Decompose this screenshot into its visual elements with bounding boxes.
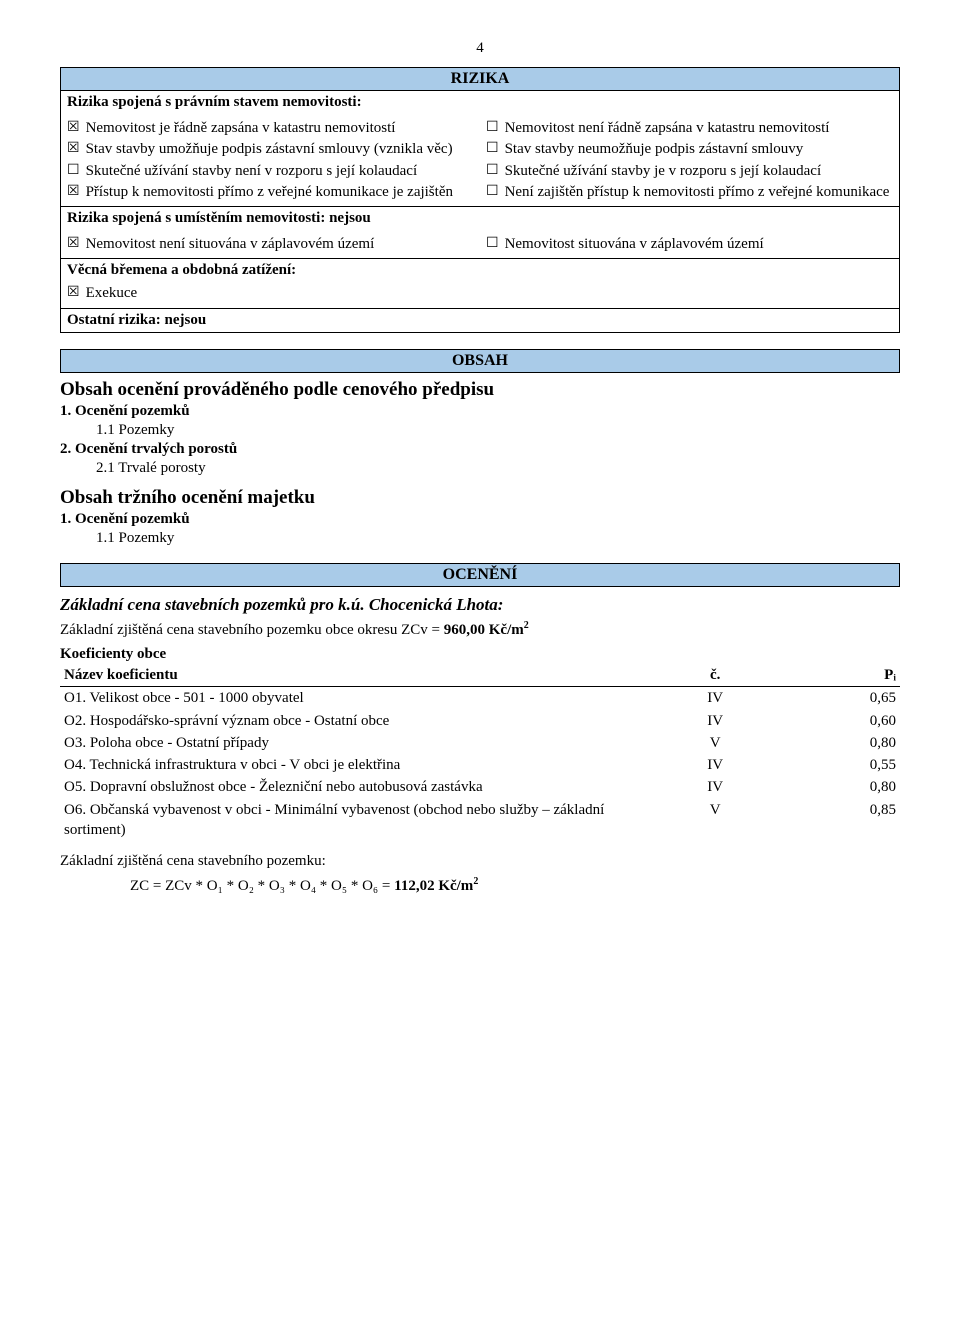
zcv-text-a: Základní zjištěná cena stavebního pozemk… <box>60 622 444 638</box>
check-item: ☐ Skutečné užívání stavby je v rozporu s… <box>486 161 893 181</box>
checkbox-empty-icon: ☐ <box>486 182 499 201</box>
page-number: 4 <box>60 40 900 57</box>
cell-p: 0,65 <box>766 687 900 710</box>
cell-p: 0,80 <box>766 776 900 798</box>
table-row: O1. Velikost obce - 501 - 1000 obyvatel … <box>60 687 900 710</box>
obsah-l3: 1. Ocenění pozemků <box>60 511 900 528</box>
obsah-l2-1: 2.1 Trvalé porosty <box>60 460 900 477</box>
cell-name: O1. Velikost obce - 501 - 1000 obyvatel <box>60 687 665 710</box>
check-label: Nemovitost není řádně zapsána v katastru… <box>505 118 830 138</box>
cell-name: O4. Technická infrastruktura v obci - V … <box>60 754 665 776</box>
check-label: Nemovitost není situována v záplavovém ú… <box>86 234 375 254</box>
check-item: ☐ Skutečné užívání stavby není v rozporu… <box>67 161 474 181</box>
cell-c: V <box>665 799 766 842</box>
obsah-title1: Obsah ocenění prováděného podle cenového… <box>60 379 900 401</box>
check-label: Exekuce <box>86 283 138 303</box>
cell-c: IV <box>665 710 766 732</box>
cell-c: IV <box>665 776 766 798</box>
rizika-left-col: ☒ Nemovitost je řádně zapsána v katastru… <box>61 114 480 206</box>
rizika-section1-title: Rizika spojená s právním stavem nemovito… <box>61 91 899 114</box>
check-item: ☐ Nemovitost není řádně zapsána v katast… <box>486 118 893 138</box>
obsah-l1: 1. Ocenění pozemků <box>60 403 900 420</box>
rizika-right-col: ☐ Nemovitost není řádně zapsána v katast… <box>480 114 899 206</box>
check-item: ☐ Není zajištěn přístup k nemovitosti př… <box>486 182 893 202</box>
final-formula: ZC = ZCv * O₁ * O₂ * O₃ * O₄ * O₅ * O₆ =… <box>60 875 900 896</box>
obsah-l1-1: 1.1 Pozemky <box>60 422 900 439</box>
check-item: ☒ Nemovitost není situována v záplavovém… <box>67 234 474 254</box>
rizika-section1-cols: ☒ Nemovitost je řádně zapsána v katastru… <box>61 114 899 206</box>
checkbox-empty-icon: ☐ <box>486 118 499 137</box>
cell-name: O3. Poloha obce - Ostatní případy <box>60 732 665 754</box>
rizika-section2-title: Rizika spojená s umístěním nemovitosti: … <box>61 206 899 230</box>
check-label: Stav stavby umožňuje podpis zástavní sml… <box>86 139 453 159</box>
check-label: Skutečné užívání stavby není v rozporu s… <box>86 161 418 181</box>
table-row: O5. Dopravní obslužnost obce - Železničn… <box>60 776 900 798</box>
final-label: Základní zjištěná cena stavebního pozemk… <box>60 851 900 871</box>
checkbox-empty-icon: ☐ <box>486 139 499 158</box>
check-item: ☒ Stav stavby umožňuje podpis zástavní s… <box>67 139 474 159</box>
sup-2: 2 <box>524 620 529 631</box>
obsah-header: OBSAH <box>60 349 900 373</box>
table-row: O3. Poloha obce - Ostatní případy V 0,80 <box>60 732 900 754</box>
checkbox-crossed-icon: ☒ <box>67 234 80 253</box>
cell-c: V <box>665 732 766 754</box>
coefficient-table: Název koeficientu č. Pᵢ O1. Velikost obc… <box>60 664 900 841</box>
rizika-s2-left: ☒ Nemovitost není situována v záplavovém… <box>61 230 480 258</box>
sup-2: 2 <box>473 876 478 887</box>
checkbox-crossed-icon: ☒ <box>67 182 80 201</box>
rizika-s2-right: ☐ Nemovitost situována v záplavovém územ… <box>480 230 899 258</box>
check-label: Přístup k nemovitosti přímo z veřejné ko… <box>86 182 453 202</box>
oceneni-section: OCENĚNÍ Základní cena stavebních pozemků… <box>60 563 900 897</box>
rizika-box: RIZIKA Rizika spojená s právním stavem n… <box>60 67 900 333</box>
cell-p: 0,60 <box>766 710 900 732</box>
checkbox-crossed-icon: ☒ <box>67 283 80 302</box>
koef-title: Koeficienty obce <box>60 644 900 664</box>
check-label: Nemovitost situována v záplavovém území <box>505 234 764 254</box>
zcv-text-b: 960,00 Kč/m <box>444 622 524 638</box>
obsah-l3-1: 1.1 Pozemky <box>60 530 900 547</box>
cell-p: 0,55 <box>766 754 900 776</box>
oceneni-italic-title: Základní cena stavebních pozemků pro k.ú… <box>60 595 900 615</box>
rizika-section3: Věcná břemena a obdobná zatížení: ☒ Exek… <box>61 258 899 307</box>
check-item: ☒ Přístup k nemovitosti přímo z veřejné … <box>67 182 474 202</box>
check-label: Skutečné užívání stavby je v rozporu s j… <box>505 161 822 181</box>
cell-p: 0,85 <box>766 799 900 842</box>
col-c: č. <box>665 664 766 687</box>
checkbox-empty-icon: ☐ <box>67 161 80 180</box>
check-item: ☐ Stav stavby neumožňuje podpis zástavní… <box>486 139 893 159</box>
formula-b: 112,02 Kč/m <box>394 878 473 894</box>
table-row: O6. Občanská vybavenost v obci - Minimál… <box>60 799 900 842</box>
cell-name: O2. Hospodářsko-správní význam obce - Os… <box>60 710 665 732</box>
rizika-section3-title: Věcná břemena a obdobná zatížení: <box>61 259 899 282</box>
check-item: ☒ Nemovitost je řádně zapsána v katastru… <box>67 118 474 138</box>
table-row: O4. Technická infrastruktura v obci - V … <box>60 754 900 776</box>
table-row: O2. Hospodářsko-správní význam obce - Os… <box>60 710 900 732</box>
check-label: Stav stavby neumožňuje podpis zástavní s… <box>505 139 804 159</box>
checkbox-crossed-icon: ☒ <box>67 139 80 158</box>
rizika-section2-cols: ☒ Nemovitost není situována v záplavovém… <box>61 230 899 258</box>
table-header-row: Název koeficientu č. Pᵢ <box>60 664 900 687</box>
obsah-l2: 2. Ocenění trvalých porostů <box>60 441 900 458</box>
cell-name: O5. Dopravní obslužnost obce - Železničn… <box>60 776 665 798</box>
oceneni-zcv-line: Základní zjištěná cena stavebního pozemk… <box>60 619 900 640</box>
rizika-section4-title: Ostatní rizika: nejsou <box>61 308 899 332</box>
obsah-section: OBSAH Obsah ocenění prováděného podle ce… <box>60 349 900 547</box>
checkbox-empty-icon: ☐ <box>486 161 499 180</box>
check-item: ☐ Nemovitost situována v záplavovém územ… <box>486 234 893 254</box>
check-item: ☒ Exekuce <box>67 283 893 303</box>
check-label: Nemovitost je řádně zapsána v katastru n… <box>86 118 396 138</box>
obsah-title2: Obsah tržního ocenění majetku <box>60 487 900 509</box>
checkbox-empty-icon: ☐ <box>486 234 499 253</box>
cell-p: 0,80 <box>766 732 900 754</box>
cell-c: IV <box>665 754 766 776</box>
check-label: Není zajištěn přístup k nemovitosti přím… <box>505 182 890 202</box>
checkbox-crossed-icon: ☒ <box>67 118 80 137</box>
col-name: Název koeficientu <box>60 664 665 687</box>
cell-c: IV <box>665 687 766 710</box>
cell-name: O6. Občanská vybavenost v obci - Minimál… <box>60 799 665 842</box>
col-p: Pᵢ <box>766 664 900 687</box>
formula-a: ZC = ZCv * O₁ * O₂ * O₃ * O₄ * O₅ * O₆ = <box>130 878 394 894</box>
oceneni-header: OCENĚNÍ <box>60 563 900 587</box>
rizika-header: RIZIKA <box>61 68 899 91</box>
